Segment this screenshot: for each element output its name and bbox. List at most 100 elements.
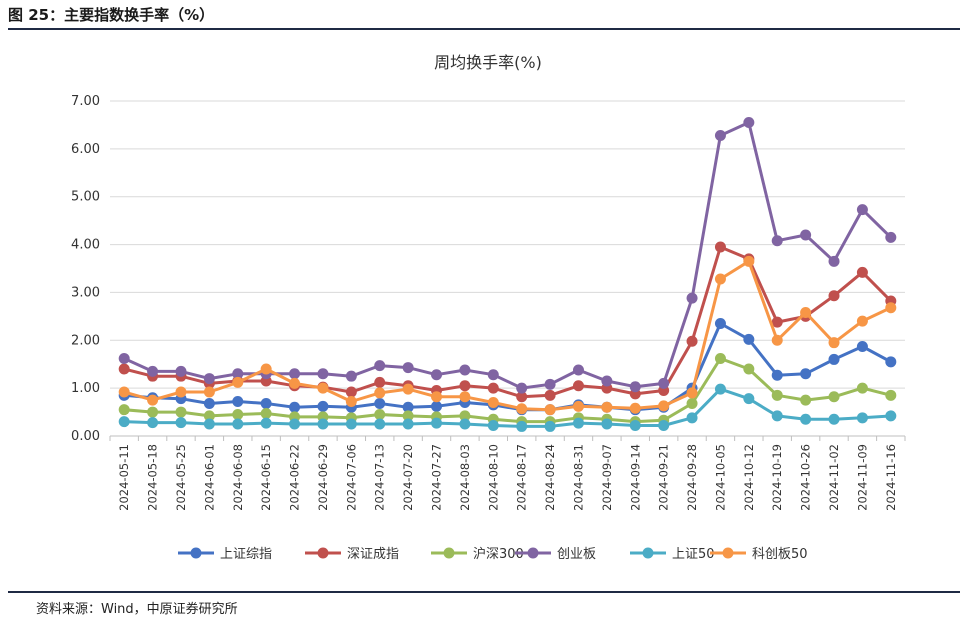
data-point xyxy=(345,418,357,430)
y-axis: 0.00 1.00 2.00 3.00 4.00 5.00 6.00 7.00 xyxy=(71,94,100,444)
data-point xyxy=(828,290,840,302)
data-point xyxy=(856,204,868,216)
data-point xyxy=(828,255,840,267)
series-5 xyxy=(118,383,897,432)
series-6 xyxy=(118,255,897,416)
data-point xyxy=(345,386,357,398)
data-point xyxy=(658,419,670,431)
data-point xyxy=(828,353,840,365)
data-point xyxy=(714,352,726,364)
x-tick-label: 2024-08-17 xyxy=(515,444,529,511)
x-tick-label: 2024-11-16 xyxy=(884,444,898,511)
legend-swatch-marker xyxy=(642,547,654,559)
legend-swatch-marker xyxy=(190,547,202,559)
legend-swatch-marker xyxy=(443,547,455,559)
data-point xyxy=(885,231,897,243)
data-point xyxy=(289,368,301,380)
data-point xyxy=(544,378,556,390)
legend-swatch-marker xyxy=(722,547,734,559)
bottom-divider xyxy=(8,591,960,593)
data-point xyxy=(629,402,641,414)
data-point xyxy=(714,383,726,395)
x-tick-label: 2024-11-02 xyxy=(827,444,841,511)
data-point xyxy=(544,404,556,416)
data-point xyxy=(232,408,244,420)
gridlines xyxy=(110,100,905,437)
data-point xyxy=(885,356,897,368)
data-point xyxy=(232,396,244,408)
legend-label: 沪深300 xyxy=(473,546,524,562)
data-point xyxy=(374,360,386,372)
series-line xyxy=(124,357,892,424)
data-point xyxy=(743,363,755,375)
data-point xyxy=(714,318,726,330)
data-point xyxy=(743,333,755,345)
data-point xyxy=(487,419,499,431)
data-point xyxy=(658,400,670,412)
y-tick-label: 1.00 xyxy=(71,381,100,396)
y-tick-label: 2.00 xyxy=(71,333,100,348)
x-tick-label: 2024-06-22 xyxy=(288,444,302,511)
data-point xyxy=(516,382,528,394)
data-point xyxy=(374,387,386,399)
data-point xyxy=(374,408,386,420)
legend-item: 深证成指 xyxy=(305,547,399,562)
data-point xyxy=(203,386,215,398)
x-tick-label: 2024-10-19 xyxy=(770,444,784,511)
series-4 xyxy=(118,117,897,394)
data-point xyxy=(459,380,471,392)
legend-item: 科创板50 xyxy=(710,547,808,562)
data-point xyxy=(572,417,584,429)
data-point xyxy=(686,335,698,347)
data-point xyxy=(459,410,471,422)
data-point xyxy=(203,373,215,385)
data-point xyxy=(572,364,584,376)
x-tick-label: 2024-08-10 xyxy=(486,444,500,511)
data-point xyxy=(516,420,528,432)
data-point xyxy=(544,420,556,432)
series-line xyxy=(124,322,892,412)
y-tick-label: 4.00 xyxy=(71,238,100,253)
turnover-line-chart: 周均换手率(%) 0.00 1.00 2.00 3.00 4.00 5.00 6.00 7.0… xyxy=(71,53,906,562)
data-point xyxy=(175,365,187,377)
x-tick-label: 2024-06-29 xyxy=(316,444,330,511)
y-tick-label: 5.00 xyxy=(71,190,100,205)
data-point xyxy=(743,393,755,405)
legend-label: 深证成指 xyxy=(347,547,399,562)
figure-header: 图 25：主要指数换手率（%） xyxy=(0,0,975,30)
legend-label: 科创板50 xyxy=(752,547,808,562)
x-tick-label: 2024-05-18 xyxy=(146,444,160,511)
data-point xyxy=(714,273,726,285)
data-point xyxy=(175,417,187,429)
y-tick-label: 0.00 xyxy=(71,429,100,444)
data-point xyxy=(601,401,613,413)
x-tick-label: 2024-11-09 xyxy=(855,444,869,511)
data-point xyxy=(856,341,868,353)
data-point xyxy=(118,363,130,375)
legend-item: 上证综指 xyxy=(178,547,272,562)
data-point xyxy=(771,389,783,401)
data-point xyxy=(771,316,783,328)
data-point xyxy=(686,397,698,409)
series-line xyxy=(123,259,892,412)
legend-label: 上证综指 xyxy=(220,547,272,562)
data-point xyxy=(459,418,471,430)
data-point xyxy=(289,418,301,430)
x-tick-label: 2024-08-31 xyxy=(571,444,585,511)
data-point xyxy=(743,117,755,129)
data-point xyxy=(771,235,783,247)
data-point xyxy=(572,380,584,392)
data-point xyxy=(260,363,272,375)
data-point xyxy=(686,387,698,399)
series-line xyxy=(124,387,891,428)
x-axis: 2024-05-11 2024-05-18 2024-05-25 2024-06-01… xyxy=(109,436,906,511)
data-point xyxy=(885,410,897,422)
data-point xyxy=(345,370,357,382)
legend: 上证综指 深证成指 沪深300 创业板 上证50 科创板50 xyxy=(178,546,808,562)
data-point xyxy=(885,389,897,401)
x-tick-label: 2024-07-27 xyxy=(430,444,444,511)
x-tick-label: 2024-08-24 xyxy=(543,444,557,511)
x-tick-label: 2024-10-05 xyxy=(713,444,727,511)
data-point xyxy=(118,404,130,416)
legend-label: 上证50 xyxy=(672,547,715,562)
